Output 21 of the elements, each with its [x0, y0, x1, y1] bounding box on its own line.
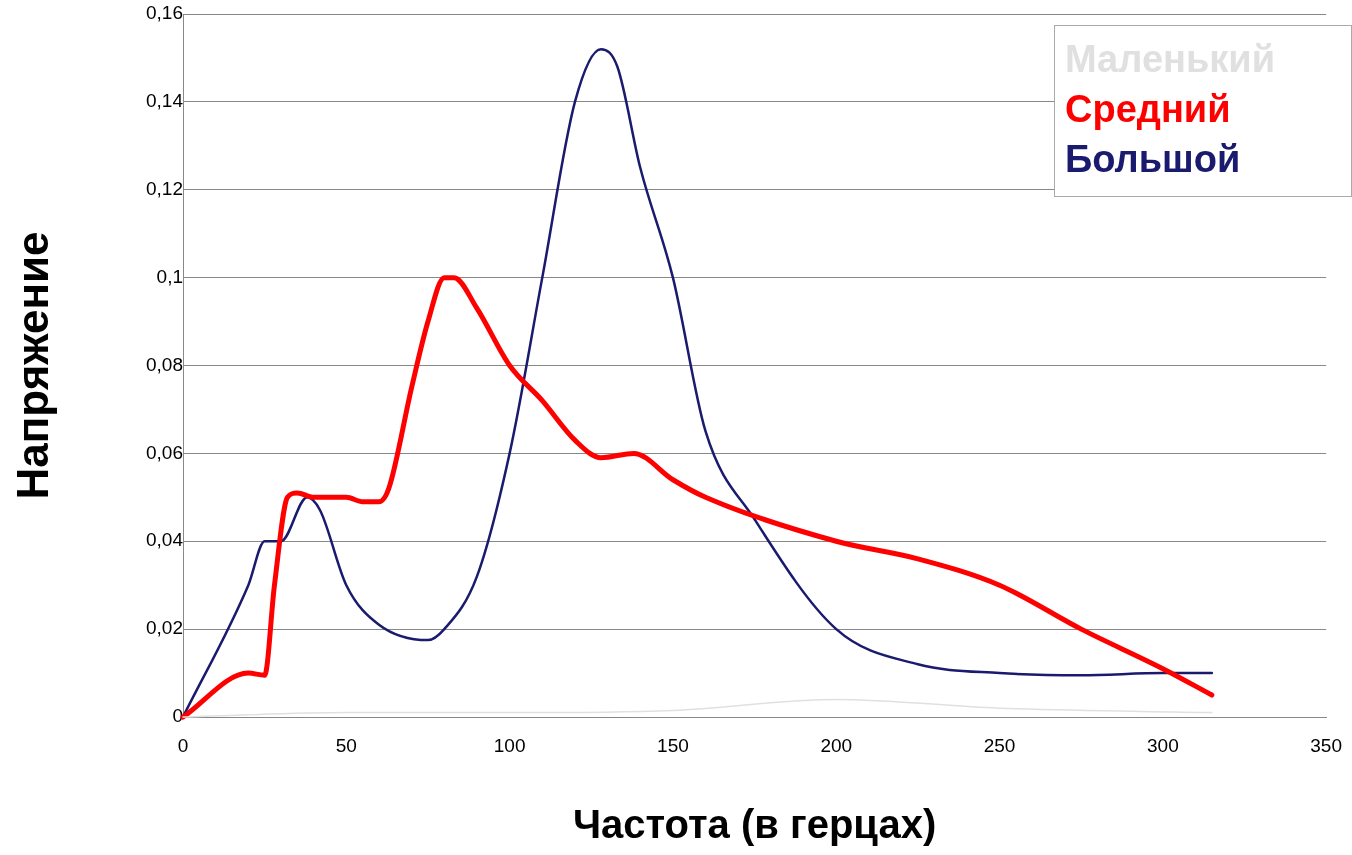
x-tick-label: 300	[1146, 734, 1179, 756]
y-tick-label: 0,12	[146, 177, 183, 199]
text: Средний	[1065, 87, 1232, 132]
x-tick-label: 50	[335, 734, 357, 756]
y-tick-label: 0,04	[146, 529, 184, 551]
text: Большой	[1065, 137, 1242, 182]
x-tick-label: 250	[983, 734, 1016, 756]
y-axis-title: Напряжение	[7, 231, 57, 500]
y-tick-label: 0,08	[146, 353, 183, 375]
y-tick-label: 0,14	[146, 90, 184, 112]
line-series	[182, 698, 1213, 718]
y-tick-label: 0,06	[146, 441, 183, 463]
x-tick-label: 150	[657, 734, 689, 756]
y-tick-label: 0,02	[146, 617, 183, 639]
x-tick-label: 100	[493, 734, 526, 756]
y-tick-label: 0	[172, 705, 183, 727]
y-tick-label: 0,1	[156, 265, 183, 287]
x-tick-label: 350	[1310, 734, 1342, 756]
x-axis-title: Частота (в герцах)	[572, 802, 937, 847]
x-tick-label: 200	[820, 734, 853, 756]
y-tick-label: 0,16	[146, 2, 183, 24]
